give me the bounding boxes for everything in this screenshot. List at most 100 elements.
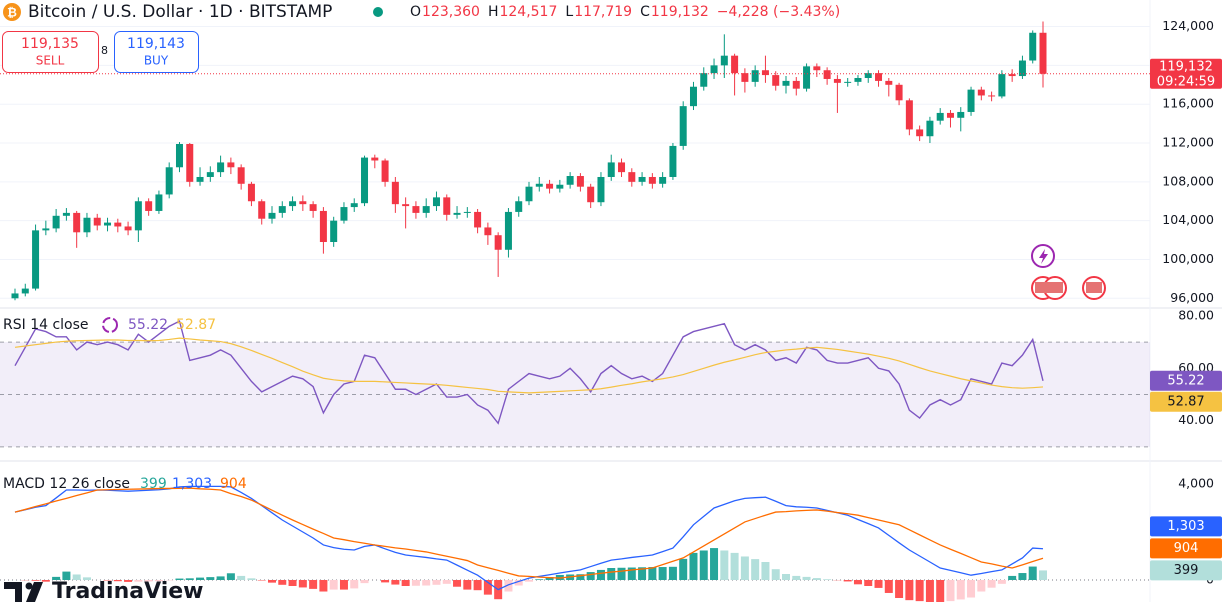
rsi-badge-bg xyxy=(1150,370,1222,391)
histogram-bar xyxy=(154,580,163,582)
candle-body xyxy=(309,204,317,211)
countdown: 09:24:59 xyxy=(1157,74,1215,89)
candle-body xyxy=(319,210,327,243)
candle-body xyxy=(936,112,944,121)
candle-body xyxy=(823,70,831,79)
histogram-bar xyxy=(648,567,657,580)
macd-line xyxy=(14,485,1044,591)
candle-body xyxy=(134,201,142,231)
histogram-bar xyxy=(514,580,523,586)
candle-body xyxy=(525,186,533,202)
histogram-bar xyxy=(771,569,780,580)
candle-body xyxy=(1039,32,1047,74)
candle-body xyxy=(854,77,862,82)
sell-price: 119,135 xyxy=(21,36,79,52)
histogram-bar xyxy=(1028,566,1037,580)
candle-body xyxy=(32,230,40,289)
candle-body xyxy=(700,73,708,87)
y-tick-label: 116,000 xyxy=(1162,96,1214,111)
histogram-bar xyxy=(699,550,708,580)
event-icons xyxy=(1031,244,1106,300)
histogram-bar xyxy=(915,580,924,602)
histogram-bar xyxy=(237,575,246,580)
flag-glyph xyxy=(1047,282,1063,293)
y-tick-label: 96,000 xyxy=(1170,290,1214,305)
histogram-bar xyxy=(134,580,143,582)
y-tick-label: 40.00 xyxy=(1178,412,1214,427)
flag-glyph xyxy=(1035,282,1051,293)
histogram-bar xyxy=(41,580,50,582)
ohlc-value: 124,517 xyxy=(499,4,557,20)
candle-body xyxy=(196,176,204,182)
ohlc-value: 117,719 xyxy=(574,4,632,20)
candle-body xyxy=(977,89,985,96)
candle-body xyxy=(916,129,924,137)
candle-body xyxy=(83,217,91,233)
candle-body xyxy=(895,84,903,101)
histogram-bar xyxy=(853,580,862,585)
histogram-bar xyxy=(792,575,801,580)
histogram-bar xyxy=(329,580,338,590)
candle-body xyxy=(885,80,893,85)
histogram-bar xyxy=(288,580,297,586)
ohlc-key: L xyxy=(565,4,573,20)
candle-body xyxy=(844,81,852,83)
y-tick-label: 112,000 xyxy=(1162,135,1214,150)
macd-legend-value: 1,303 xyxy=(172,476,212,492)
histogram-bar xyxy=(432,580,441,585)
candle-body xyxy=(607,162,615,177)
candle-body xyxy=(62,212,70,216)
rsi-badge-bg xyxy=(1150,391,1222,412)
candle-body xyxy=(237,167,245,184)
y-tick-label: 4,000 xyxy=(1178,476,1214,491)
histogram-bar xyxy=(247,578,256,580)
market-status xyxy=(373,7,383,17)
spread: 8 xyxy=(101,44,108,57)
candle-body xyxy=(967,89,975,112)
candle-body xyxy=(258,201,266,219)
ohlc-value: 123,360 xyxy=(422,4,480,20)
candle-body xyxy=(782,80,790,86)
candle-body xyxy=(402,204,410,207)
candle-body xyxy=(813,66,821,71)
candle-body xyxy=(957,111,965,118)
candle-body xyxy=(946,112,954,118)
candle-body xyxy=(114,222,122,227)
candle-body xyxy=(515,201,523,212)
candle-body xyxy=(618,162,626,173)
histogram-bar xyxy=(668,566,677,580)
histogram-bar xyxy=(442,580,451,584)
histogram-bar xyxy=(946,580,955,602)
candle-body xyxy=(710,65,718,74)
histogram-bar xyxy=(627,567,636,580)
histogram-bar xyxy=(576,574,585,580)
candle-body xyxy=(494,235,502,250)
trade-buttons: 119,135 SELL 8 119,143 BUY xyxy=(2,31,199,73)
sell-button[interactable] xyxy=(2,31,99,73)
histogram-bar xyxy=(360,580,369,584)
buy-price: 119,143 xyxy=(127,36,185,52)
ohlc-legend: O 123,360 H 124,517 L 117,719 C 119,132 −4,228 (… xyxy=(410,4,840,20)
candle-body xyxy=(751,70,759,82)
y-tick-label: 104,000 xyxy=(1162,212,1214,227)
macd-badge-bg xyxy=(1150,516,1222,537)
candle-body xyxy=(278,206,286,213)
histogram-bar xyxy=(473,580,482,591)
plot: 96,000 100,000 104,000 108,000 112,000 116,00… xyxy=(0,18,1222,602)
candle-body xyxy=(432,197,440,207)
histogram-bar xyxy=(422,580,431,586)
histogram-bar xyxy=(124,580,133,582)
buy-button[interactable] xyxy=(114,31,199,73)
last-price: 119,132 xyxy=(1159,59,1213,74)
candle-body xyxy=(350,203,358,208)
candle-body xyxy=(93,217,101,226)
candle-body xyxy=(268,212,276,219)
candle-body xyxy=(556,184,564,189)
logo-mark xyxy=(4,582,22,602)
macd-badge: 1,303 xyxy=(1167,519,1204,534)
histogram-bar xyxy=(596,569,605,580)
candle-body xyxy=(720,55,728,66)
candle-body xyxy=(155,194,163,211)
